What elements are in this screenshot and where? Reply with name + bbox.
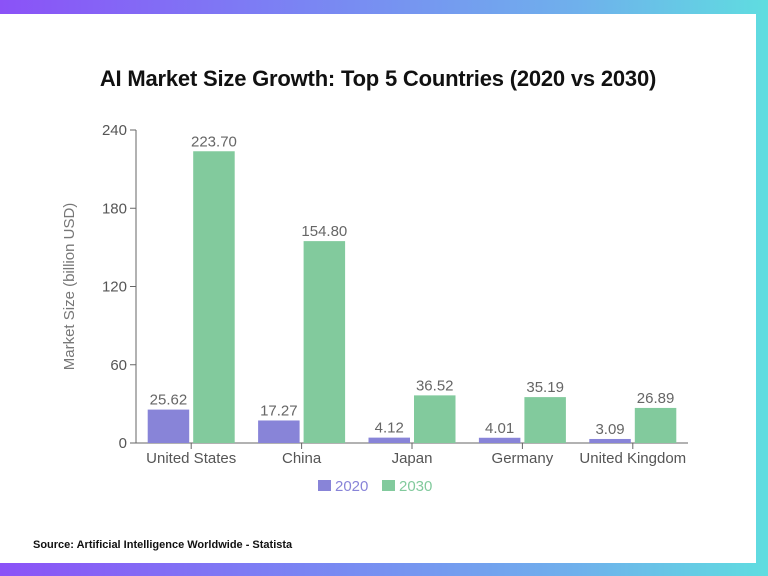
x-tick-label: China (282, 450, 322, 467)
y-tick-label: 60 (110, 357, 127, 374)
legend-swatch-2020 (318, 480, 331, 491)
x-tick-label: United Kingdom (579, 450, 686, 467)
data-label: 4.01 (485, 420, 514, 437)
data-label: 3.09 (595, 421, 624, 438)
data-label: 4.12 (375, 420, 404, 437)
chart-title: AI Market Size Growth: Top 5 Countries (… (99, 66, 657, 91)
data-label: 26.89 (637, 390, 675, 407)
data-label: 25.62 (150, 392, 188, 409)
y-axis-label: Market Size (billion USD) (61, 203, 78, 371)
bar-2020 (589, 438, 631, 443)
bar-2030 (303, 241, 346, 443)
y-tick-label: 180 (102, 200, 127, 217)
data-label: 35.19 (526, 379, 564, 396)
x-tick-label: Germany (492, 450, 554, 467)
data-label: 17.27 (260, 402, 298, 419)
legend-label: 2020 (335, 478, 368, 495)
bar-2020 (368, 437, 410, 443)
bar-2030 (634, 407, 677, 443)
legend-swatch-2030 (382, 480, 395, 491)
x-tick-label: Japan (392, 450, 433, 467)
bar-2030 (414, 395, 456, 443)
data-label: 223.70 (191, 133, 237, 150)
bar-2020 (478, 437, 521, 443)
y-tick-label: 120 (102, 279, 127, 296)
x-tick-label: United States (146, 450, 236, 467)
bar-2020 (258, 420, 300, 443)
data-label: 154.80 (301, 223, 347, 240)
data-label: 36.52 (416, 377, 454, 394)
source-note: Source: Artificial Intelligence Worldwid… (33, 539, 293, 551)
bar-2030 (193, 151, 235, 443)
y-tick-label: 240 (102, 122, 127, 139)
bar-2020 (147, 409, 190, 443)
legend-label: 2030 (399, 478, 432, 495)
chart-panel: AI Market Size Growth: Top 5 Countries (… (0, 14, 756, 563)
bar-2030 (524, 397, 566, 443)
y-tick-label: 0 (119, 435, 127, 452)
